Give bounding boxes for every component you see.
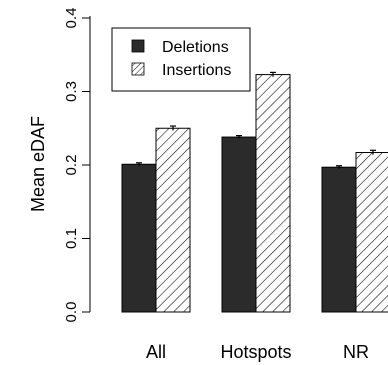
bar-insertions-all [155,127,191,313]
legend: Deletions Insertions [111,27,251,92]
y-tick-label-0: 0.0 [63,302,80,323]
category-label-nr: NR [343,342,369,362]
y-tick-label-1: 0.1 [63,228,80,249]
legend-box [111,27,251,92]
legend-swatch-insertions [131,62,145,76]
category-label-hotspots: Hotspots [220,342,291,362]
legend-swatch-deletions [131,39,145,53]
y-tick-label-4: 0.4 [63,8,80,29]
legend-label-deletions: Deletions [162,39,229,56]
y-tick-label-3: 0.3 [63,81,80,102]
y-axis-title: Mean eDAF [28,116,48,212]
bar-deletions-all [121,163,157,313]
bar-insertions-hotspots [255,74,291,313]
category-label-all: All [146,342,166,362]
legend-label-insertions: Insertions [162,62,231,79]
bar-deletions-hotspots [221,136,257,313]
bar-deletions-nr [321,166,357,313]
y-tick-label-2: 0.2 [63,155,80,176]
bar-insertions-nr [355,152,388,313]
